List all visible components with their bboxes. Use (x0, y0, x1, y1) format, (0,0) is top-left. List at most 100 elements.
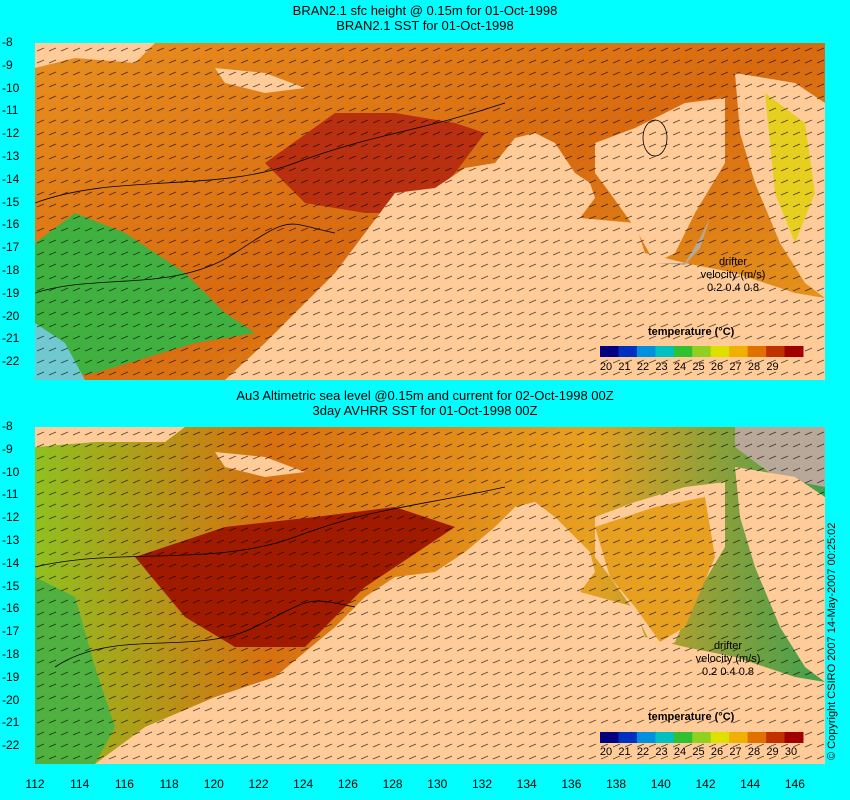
colorbar-swatch (636, 732, 656, 743)
bottom-colorbar (600, 732, 804, 743)
top-colorbar (600, 346, 804, 357)
colorbar-swatch (655, 346, 675, 357)
colorbar-tick-label: 24 (673, 746, 687, 758)
lon-tick: 112 (25, 777, 45, 791)
lon-tick: 144 (740, 777, 761, 791)
colorbar-tick-label: 27 (729, 746, 742, 758)
bottom-contour-1 (35, 486, 506, 568)
lon-tick: 142 (695, 777, 716, 791)
lon-tick: 120 (203, 777, 224, 791)
colorbar-tick-label: 25 (692, 361, 705, 373)
colorbar-swatch (673, 732, 693, 743)
top-lat-tick: -22 (2, 354, 20, 369)
top-lat-tick: -19 (2, 285, 20, 300)
lon-tick: 132 (471, 777, 493, 791)
lon-tick: 122 (248, 777, 269, 791)
bottom-lat-tick: -20 (2, 692, 20, 707)
bottom-drifter-title: drifter (713, 640, 743, 652)
bottom-drifter-subtitle: velocity (m/s) (695, 653, 761, 665)
colorbar-swatch (618, 346, 638, 357)
top-current-vectors (35, 43, 825, 380)
bottom-current-vectors (35, 427, 825, 764)
colorbar-swatch (729, 732, 749, 743)
colorbar-swatch (766, 346, 786, 357)
top-drifter-title: drifter (718, 256, 748, 268)
top-lat-tick: -14 (2, 171, 20, 186)
colorbar-tick-label: 26 (710, 361, 724, 373)
top-lat-tick: -12 (2, 126, 20, 141)
bottom-lat-tick: -16 (2, 601, 20, 616)
colorbar-swatch (618, 732, 638, 743)
bottom-lat-tick: -18 (2, 647, 20, 661)
colorbar-tick-label: 30 (784, 746, 798, 758)
bottom-lat-tick: -21 (2, 715, 20, 730)
colorbar-swatch (636, 346, 656, 357)
colorbar-tick-label: 21 (618, 361, 631, 373)
lon-tick: 126 (337, 777, 358, 791)
bottom-map-canvas (35, 427, 825, 764)
bottom-lat-tick: -15 (2, 578, 20, 593)
colorbar-tick-label: 22 (636, 746, 650, 758)
colorbar-swatch (784, 732, 804, 743)
colorbar-swatch (729, 346, 749, 357)
colorbar-swatch (673, 346, 693, 357)
bottom-lat-tick: -17 (2, 624, 20, 639)
colorbar-tick-label: 20 (599, 746, 613, 758)
lon-tick: 146 (784, 777, 805, 791)
colorbar-swatch (766, 732, 786, 743)
lon-tick: 114 (70, 777, 90, 791)
top-drifter-scale: 0.2 0.4 0.8 (707, 282, 759, 294)
top-lat-tick: -13 (2, 149, 20, 163)
top-lat-tick: -16 (2, 217, 20, 232)
colorbar-tick-label: 28 (747, 746, 761, 758)
bottom-lat-tick: -19 (2, 669, 20, 684)
colorbar-swatch (747, 732, 767, 743)
colorbar-tick-label: 23 (655, 361, 668, 373)
bottom-lat-tick: -13 (2, 533, 20, 547)
lon-tick: 118 (159, 777, 179, 791)
top-lat-tick: -10 (2, 80, 20, 95)
top-lat-tick: -8 (2, 35, 13, 49)
colorbar-tick-label: 28 (747, 361, 761, 373)
top-lat-tick: -9 (2, 57, 13, 72)
top-sst-map: temperature (°C) 20 21 22 23 24 25 26 27 28 29 dr… (35, 43, 825, 380)
bottom-sst-map: temperature (°C) 20 21 22 23 24 25 26 27 28 29 30 … (35, 427, 825, 764)
colorbar-tick-label: 23 (655, 746, 668, 758)
colorbar-tick-label: 26 (710, 746, 724, 758)
colorbar-tick-label: 21 (618, 746, 631, 758)
bottom-drifter-scale: 0.2 0.4 0.8 (702, 666, 754, 678)
colorbar-swatch (692, 346, 712, 357)
top-legend-title: temperature (°C) (648, 326, 735, 338)
bottom-lat-tick: -22 (2, 738, 20, 753)
bottom-lat-tick: -11 (2, 487, 19, 502)
colorbar-swatch (692, 732, 712, 743)
lon-tick: 134 (516, 777, 537, 791)
colorbar-tick-label: 25 (692, 746, 705, 758)
colorbar-swatch (747, 346, 767, 357)
lon-tick: 140 (650, 777, 671, 791)
top-panel-title-1: BRAN2.1 sfc height @ 0.15m for 01-Oct-19… (292, 3, 558, 18)
colorbar-swatch (710, 732, 730, 743)
colorbar-tick-label: 27 (729, 361, 742, 373)
colorbar-tick-label: 29 (766, 746, 779, 758)
top-panel-title-2: BRAN2.1 SST for 01-Oct-1998 (336, 18, 514, 33)
colorbar-swatch (784, 346, 804, 357)
colorbar-swatch (710, 346, 730, 357)
bottom-lat-tick: -14 (2, 555, 20, 570)
colorbar-tick-label: 22 (636, 361, 650, 373)
lon-tick: 130 (427, 777, 448, 791)
bottom-lat-tick: -8 (2, 419, 13, 433)
lon-tick: 124 (293, 777, 314, 791)
colorbar-swatch (600, 346, 619, 357)
copyright-text: © Copyright CSIRO 2007 14-May-2007 00:25… (826, 522, 838, 760)
colorbar-tick-label: 20 (599, 361, 613, 373)
top-drifter-subtitle: velocity (m/s) (700, 269, 766, 281)
bottom-panel-title-1: Au3 Altimetric sea level @0.15m and curr… (236, 388, 614, 403)
top-contour-2 (35, 223, 336, 294)
top-contour-1 (35, 102, 506, 204)
bottom-lat-tick: -12 (2, 510, 20, 525)
colorbar-tick-label: 29 (766, 361, 779, 373)
top-lat-tick: -15 (2, 194, 20, 209)
top-lat-tick: -21 (2, 331, 20, 346)
bottom-lat-tick: -9 (2, 441, 13, 456)
